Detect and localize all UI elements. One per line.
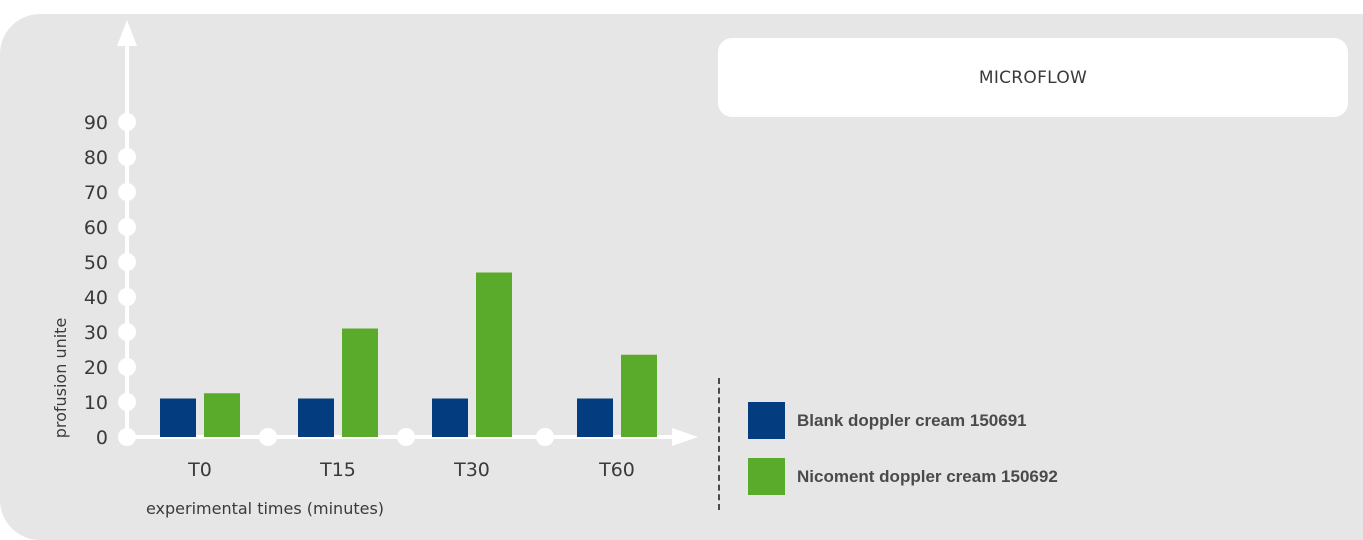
- bar-blank-t0: [160, 398, 196, 437]
- y-tick-label: 70: [84, 182, 108, 204]
- x-axis-arrow: [672, 428, 698, 446]
- bar-nicoment-t0: [204, 393, 240, 437]
- bar-nicoment-t15: [342, 328, 378, 437]
- x-tick-label: T60: [598, 459, 635, 481]
- y-tick-dot: [118, 253, 136, 271]
- x-separator-dot: [397, 428, 415, 446]
- y-tick-dot: [118, 218, 136, 236]
- y-axis-title: profusion unite: [51, 318, 70, 439]
- y-tick-dot: [118, 323, 136, 341]
- chart-marks: [160, 272, 657, 437]
- y-tick-dot: [118, 148, 136, 166]
- y-tick-label: 80: [84, 147, 108, 169]
- y-tick-label: 60: [84, 217, 108, 239]
- y-tick-label: 0: [96, 427, 108, 449]
- legend-swatch-nicoment: [748, 458, 785, 495]
- y-tick-dot: [118, 113, 136, 131]
- chart-labels: 0 10 20 30 40 50 60 70 80 90 T0 T15 T30 T60 experiment…: [51, 112, 635, 518]
- y-tick-dot: [118, 428, 136, 446]
- chart-title: MICROFLOW: [978, 67, 1088, 88]
- x-separator-dot: [259, 428, 277, 446]
- y-tick-label: 10: [84, 392, 108, 414]
- x-tick-label: T15: [319, 459, 356, 481]
- y-tick-label: 40: [84, 287, 108, 309]
- x-separator-dot: [536, 428, 554, 446]
- bar-nicoment-t30: [476, 272, 512, 437]
- y-tick-label: 20: [84, 357, 108, 379]
- y-tick-dot: [118, 183, 136, 201]
- bar-blank-t30: [432, 398, 468, 437]
- legend-item-nicoment: Nicoment doppler cream 150692: [748, 458, 1058, 495]
- y-tick-label: 50: [84, 252, 108, 274]
- chart-title-box: MICROFLOW: [718, 38, 1348, 117]
- chart-axes: [117, 20, 698, 446]
- y-tick-dot: [118, 358, 136, 376]
- y-axis-arrow: [117, 20, 137, 46]
- y-tick-dot: [118, 288, 136, 306]
- bar-nicoment-t60: [621, 354, 657, 437]
- y-tick-label: 30: [84, 322, 108, 344]
- legend-swatch-blank: [748, 402, 785, 439]
- legend-divider: [718, 378, 720, 510]
- legend-label-blank: Blank doppler cream 150691: [797, 410, 1027, 430]
- bar-blank-t15: [298, 398, 334, 437]
- legend-label-nicoment: Nicoment doppler cream 150692: [797, 466, 1058, 486]
- y-tick-label: 90: [84, 112, 108, 134]
- y-tick-dot: [118, 393, 136, 411]
- x-tick-label: T0: [187, 459, 212, 481]
- bar-blank-t60: [577, 398, 613, 437]
- x-axis-title: experimental times (minutes): [146, 499, 384, 518]
- legend-item-blank: Blank doppler cream 150691: [748, 402, 1027, 439]
- x-tick-label: T30: [453, 459, 490, 481]
